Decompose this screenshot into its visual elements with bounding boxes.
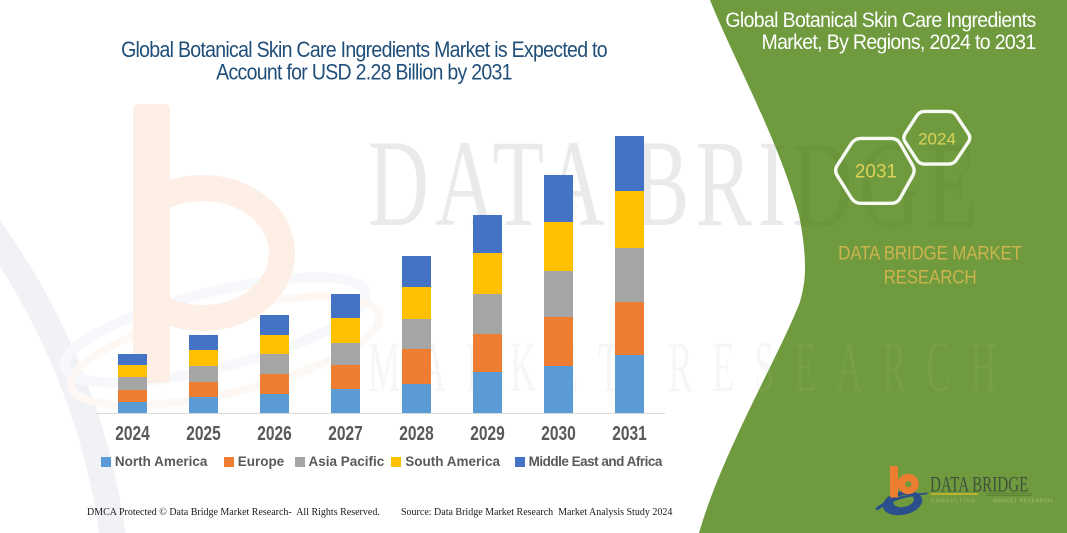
svg-text:CONSULTING: CONSULTING: [931, 499, 977, 505]
svg-text:MARKET RESEARCH: MARKET RESEARCH: [993, 499, 1052, 505]
svg-text:2024: 2024: [918, 130, 956, 149]
svg-text:MARKET RESEARCH: MARKET RESEARCH: [368, 328, 1016, 408]
svg-text:2031: 2031: [855, 162, 897, 183]
